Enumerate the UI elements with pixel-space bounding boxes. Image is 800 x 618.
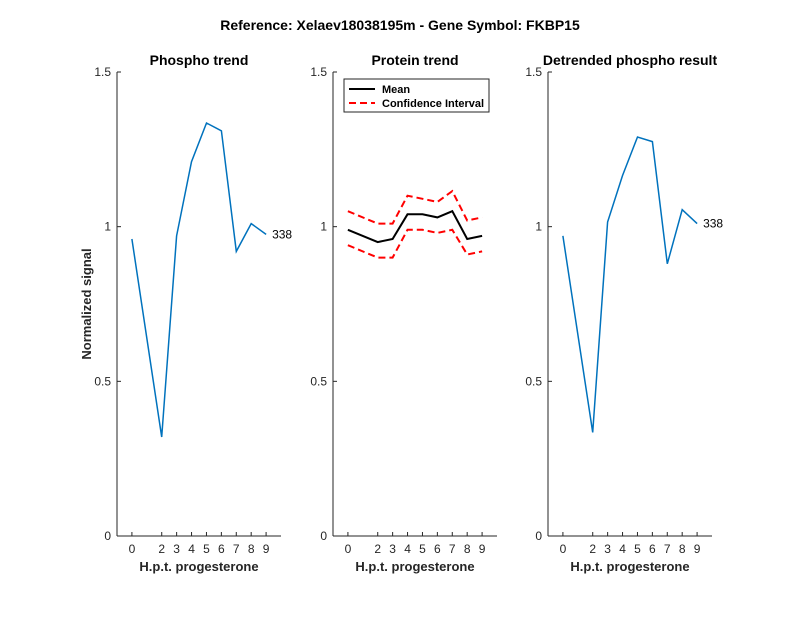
x-tick-label: 0 <box>129 542 136 556</box>
x-tick-label: 4 <box>404 542 411 556</box>
x-tick-label: 7 <box>664 542 671 556</box>
y-tick-label: 0 <box>535 529 542 543</box>
x-axis-label: H.p.t. progesterone <box>355 559 474 574</box>
y-tick-label: 0.5 <box>310 374 327 388</box>
x-tick-label: 6 <box>434 542 441 556</box>
x-tick-label: 6 <box>649 542 656 556</box>
series-line-phospho-0 <box>131 121 267 438</box>
series-line-confidence-interval-1 <box>347 189 483 225</box>
series-end-label: 338 <box>272 227 292 241</box>
x-tick-label: 5 <box>634 542 641 556</box>
legend-label: Mean <box>382 84 410 96</box>
x-tick-label: 8 <box>679 542 686 556</box>
y-tick-label: 0.5 <box>94 374 111 388</box>
chart-panel-3: 0 0.5 1 1.5 0 2 3 4 5 6 7 8 9 Detrended phospho resul… <box>525 52 723 574</box>
x-tick-label: 4 <box>188 542 195 556</box>
panel-title: Detrended phospho result <box>543 52 718 68</box>
x-tick-label: 4 <box>619 542 626 556</box>
x-tick-label: 3 <box>389 542 396 556</box>
y-tick-label: 1 <box>104 220 111 234</box>
x-tick-label: 0 <box>345 542 352 556</box>
x-tick-label: 0 <box>560 542 567 556</box>
x-tick-label: 2 <box>158 542 165 556</box>
x-axis-label: H.p.t. progesterone <box>139 559 258 574</box>
y-tick-label: 1 <box>535 220 542 234</box>
figure-suptitle: Reference: Xelaev18038195m - Gene Symbol… <box>220 17 580 33</box>
series-line-mean-0 <box>347 209 483 244</box>
x-axis-label: H.p.t. progesterone <box>570 559 689 574</box>
x-tick-label: 9 <box>694 542 701 556</box>
chart-panel-2: 0 0.5 1 1.5 0 2 3 4 5 6 7 8 9 Protein trend H.p.t. pro… <box>310 52 497 574</box>
series-line-phospho-0 <box>562 136 698 433</box>
x-tick-label: 3 <box>173 542 180 556</box>
x-tick-label: 2 <box>589 542 596 556</box>
x-tick-label: 8 <box>464 542 471 556</box>
legend-box <box>343 78 490 113</box>
x-tick-label: 7 <box>233 542 240 556</box>
y-tick-label: 1 <box>320 220 327 234</box>
x-tick-label: 2 <box>374 542 381 556</box>
y-tick-label: 1.5 <box>525 65 542 79</box>
panel-title: Protein trend <box>371 52 458 68</box>
x-tick-label: 5 <box>203 542 210 556</box>
panel-title: Phospho trend <box>150 52 249 68</box>
y-tick-label: 1.5 <box>310 65 327 79</box>
y-tick-label: 0 <box>320 529 327 543</box>
series-line-confidence-interval-2 <box>347 228 483 259</box>
y-tick-label: 1.5 <box>94 65 111 79</box>
legend-label: Confidence Interval <box>382 98 484 110</box>
x-tick-label: 9 <box>479 542 486 556</box>
x-tick-label: 6 <box>218 542 225 556</box>
x-tick-label: 8 <box>248 542 255 556</box>
x-tick-label: 9 <box>263 542 270 556</box>
x-tick-label: 7 <box>449 542 456 556</box>
legend: Mean Confidence Interval <box>343 78 490 113</box>
x-tick-label: 3 <box>604 542 611 556</box>
x-tick-label: 5 <box>419 542 426 556</box>
y-axis-label: Normalized signal <box>79 248 94 359</box>
y-tick-label: 0 <box>104 529 111 543</box>
series-end-label: 338 <box>703 217 723 231</box>
chart-panel-1: 0 0.5 1 1.5 0 2 3 4 5 6 7 8 9 Phospho trend H.p.t. pro… <box>79 52 292 574</box>
y-tick-label: 0.5 <box>525 374 542 388</box>
